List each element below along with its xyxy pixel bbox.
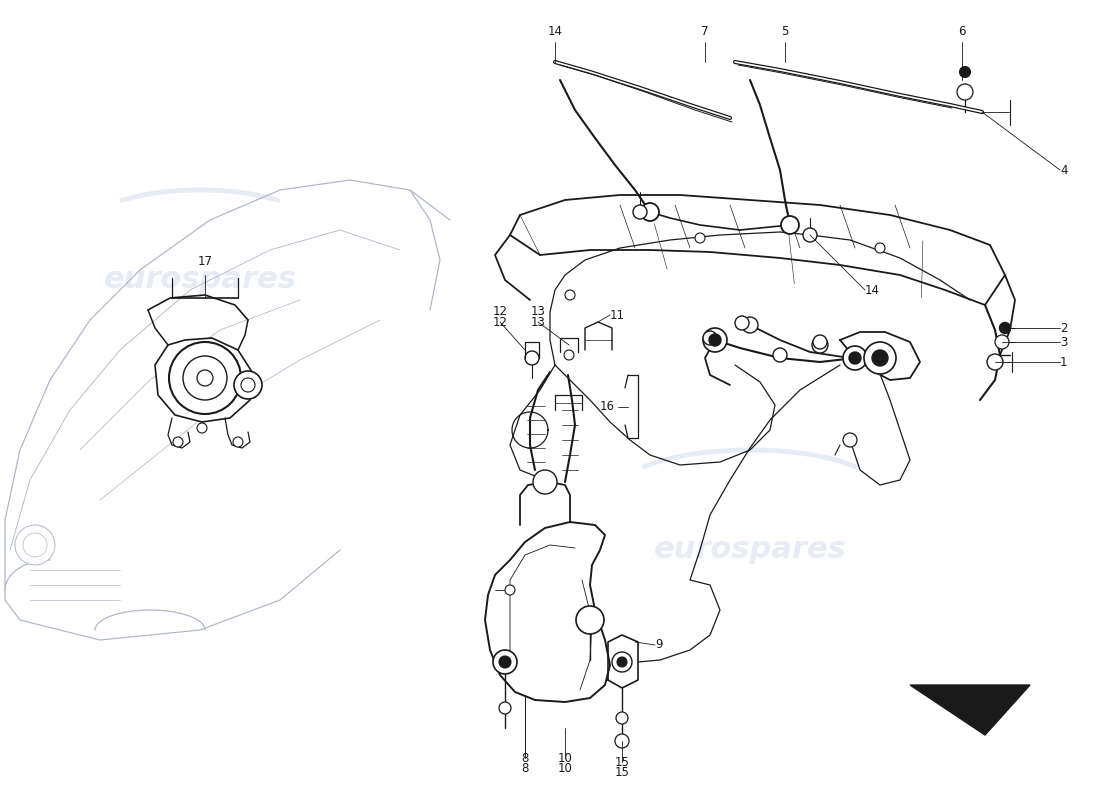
Circle shape	[564, 350, 574, 360]
Circle shape	[525, 351, 539, 365]
Text: 16: 16	[600, 401, 615, 414]
Text: 5: 5	[781, 25, 789, 38]
Circle shape	[812, 337, 828, 353]
Circle shape	[864, 342, 896, 374]
Circle shape	[703, 331, 717, 345]
Text: 13: 13	[530, 305, 546, 318]
Text: 15: 15	[615, 766, 629, 779]
Circle shape	[234, 371, 262, 399]
Text: 13: 13	[530, 315, 546, 329]
Polygon shape	[155, 338, 252, 422]
Circle shape	[565, 290, 575, 300]
Circle shape	[987, 354, 1003, 370]
Circle shape	[872, 350, 888, 366]
Circle shape	[233, 437, 243, 447]
Text: 2: 2	[1060, 322, 1067, 334]
Text: 1: 1	[1060, 355, 1067, 369]
Text: 11: 11	[610, 309, 625, 322]
Circle shape	[849, 352, 861, 364]
Text: 8: 8	[521, 762, 529, 775]
Text: 15: 15	[615, 755, 629, 769]
Text: 8: 8	[521, 751, 529, 765]
Text: 7: 7	[702, 25, 708, 38]
Circle shape	[695, 233, 705, 243]
Polygon shape	[485, 522, 611, 702]
Circle shape	[735, 316, 749, 330]
Circle shape	[773, 348, 786, 362]
Text: 6: 6	[958, 25, 966, 38]
Circle shape	[813, 335, 827, 349]
Text: 4: 4	[1060, 163, 1067, 177]
Circle shape	[632, 205, 647, 219]
Circle shape	[499, 656, 512, 668]
Circle shape	[617, 657, 627, 667]
Text: 12: 12	[493, 305, 507, 318]
Circle shape	[505, 585, 515, 595]
Circle shape	[996, 335, 1009, 349]
Polygon shape	[910, 685, 1030, 735]
Text: 12: 12	[493, 315, 507, 329]
Text: eurospares: eurospares	[103, 266, 296, 294]
Circle shape	[703, 328, 727, 352]
Circle shape	[197, 423, 207, 433]
Circle shape	[959, 66, 970, 78]
Circle shape	[616, 712, 628, 724]
Circle shape	[957, 84, 974, 100]
Circle shape	[843, 433, 857, 447]
Text: 9: 9	[654, 638, 662, 651]
Circle shape	[874, 243, 886, 253]
Circle shape	[197, 370, 213, 386]
Circle shape	[169, 342, 241, 414]
Circle shape	[499, 702, 512, 714]
Circle shape	[803, 228, 817, 242]
Circle shape	[15, 525, 55, 565]
Circle shape	[781, 216, 799, 234]
Circle shape	[241, 378, 255, 392]
Circle shape	[534, 470, 557, 494]
Text: 14: 14	[548, 25, 562, 38]
Circle shape	[173, 437, 183, 447]
Circle shape	[742, 317, 758, 333]
Circle shape	[493, 650, 517, 674]
Circle shape	[641, 203, 659, 221]
Circle shape	[23, 533, 47, 557]
Text: 14: 14	[865, 283, 880, 297]
Circle shape	[576, 606, 604, 634]
Text: 17: 17	[198, 255, 212, 268]
Circle shape	[183, 356, 227, 400]
Text: 3: 3	[1060, 335, 1067, 349]
Circle shape	[1000, 322, 1011, 334]
Circle shape	[612, 652, 632, 672]
Circle shape	[710, 334, 720, 346]
Text: 10: 10	[558, 762, 572, 775]
Text: 10: 10	[558, 751, 572, 765]
Circle shape	[615, 734, 629, 748]
Circle shape	[843, 346, 867, 370]
Text: eurospares: eurospares	[653, 535, 846, 565]
